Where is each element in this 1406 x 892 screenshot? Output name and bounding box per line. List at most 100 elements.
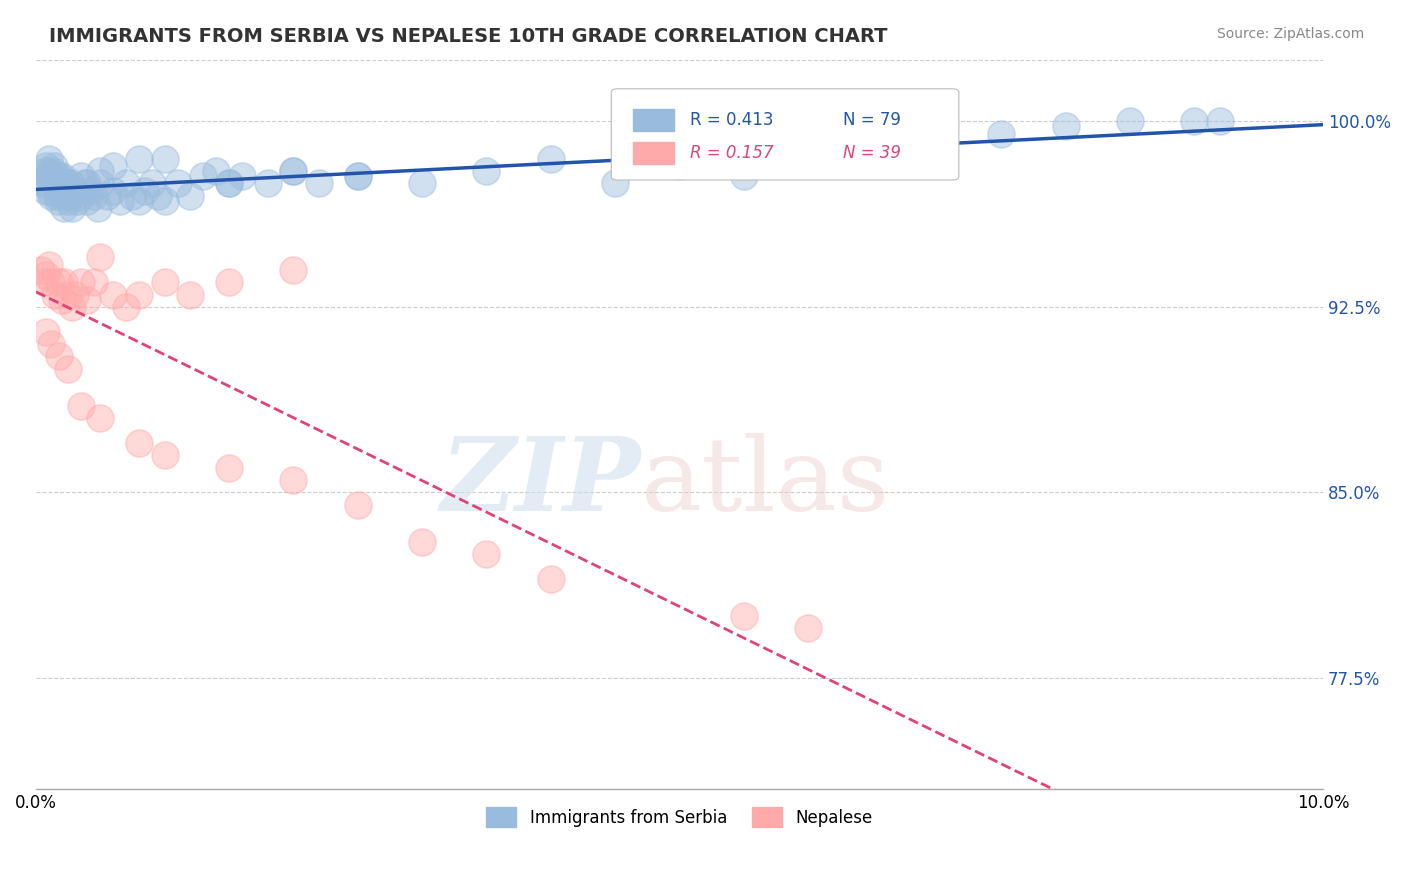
Point <box>141 176 163 190</box>
Point <box>49 184 72 198</box>
Point <box>153 448 176 462</box>
Point <box>925 139 948 153</box>
Point <box>231 169 253 183</box>
Point <box>73 176 96 190</box>
Point <box>346 498 368 512</box>
Point <box>540 152 562 166</box>
Text: Source: ZipAtlas.com: Source: ZipAtlas.com <box>1216 27 1364 41</box>
Point <box>1119 114 1142 128</box>
Point <box>121 188 143 202</box>
Point <box>35 268 58 282</box>
Point <box>475 164 498 178</box>
Point <box>308 176 330 190</box>
Point <box>128 194 150 208</box>
FancyBboxPatch shape <box>633 142 675 164</box>
Point <box>38 164 60 178</box>
Point <box>153 275 176 289</box>
Text: R = 0.413: R = 0.413 <box>690 112 773 129</box>
Point <box>38 152 60 166</box>
Point <box>153 194 176 208</box>
Point <box>51 169 73 183</box>
Point <box>48 275 70 289</box>
Point <box>96 188 118 202</box>
Point <box>115 176 138 190</box>
Point <box>35 184 58 198</box>
Point <box>283 473 305 487</box>
Point <box>63 184 86 198</box>
Point <box>733 169 755 183</box>
Point <box>89 164 111 178</box>
Point <box>55 184 77 198</box>
Point <box>108 194 131 208</box>
Point <box>134 184 156 198</box>
Point <box>58 188 80 202</box>
Point <box>89 251 111 265</box>
Point <box>56 176 79 190</box>
Point <box>44 176 66 190</box>
Point <box>218 460 240 475</box>
Point <box>56 188 79 202</box>
Point <box>101 287 124 301</box>
Point <box>66 194 89 208</box>
Point <box>411 535 433 549</box>
Point <box>128 436 150 450</box>
Point <box>34 164 56 178</box>
Point <box>60 300 83 314</box>
Point <box>797 622 820 636</box>
Point <box>59 176 82 190</box>
Point <box>46 194 69 208</box>
Point <box>101 184 124 198</box>
Point <box>475 547 498 561</box>
Point <box>411 176 433 190</box>
Point <box>70 399 93 413</box>
Point <box>32 176 55 190</box>
Point <box>56 361 79 376</box>
Point <box>128 287 150 301</box>
Point <box>56 194 79 208</box>
Point <box>89 411 111 425</box>
Point <box>605 176 627 190</box>
Point <box>1054 120 1077 134</box>
Point <box>39 184 62 198</box>
Point <box>35 159 58 173</box>
Point <box>540 572 562 586</box>
Point <box>193 169 215 183</box>
Point <box>63 287 86 301</box>
FancyBboxPatch shape <box>633 109 675 131</box>
Point <box>63 184 86 198</box>
Point <box>51 293 73 307</box>
Point <box>218 176 240 190</box>
Point <box>79 184 101 198</box>
Point <box>179 188 201 202</box>
Point <box>41 275 63 289</box>
Point <box>38 258 60 272</box>
Point <box>1209 114 1232 128</box>
Point <box>70 275 93 289</box>
Point <box>56 287 79 301</box>
Point <box>70 169 93 183</box>
Point <box>166 176 188 190</box>
Point <box>668 159 690 173</box>
Point <box>218 275 240 289</box>
Point <box>76 293 98 307</box>
Point <box>733 609 755 624</box>
Point <box>31 176 53 190</box>
Legend: Immigrants from Serbia, Nepalese: Immigrants from Serbia, Nepalese <box>478 798 882 836</box>
Point <box>44 287 66 301</box>
Text: N = 39: N = 39 <box>844 144 901 162</box>
Point <box>60 201 83 215</box>
Point <box>148 188 170 202</box>
Point <box>283 262 305 277</box>
Point <box>83 188 105 202</box>
Point <box>346 169 368 183</box>
Point <box>101 159 124 173</box>
Point <box>32 275 55 289</box>
FancyBboxPatch shape <box>612 89 959 180</box>
Point <box>153 152 176 166</box>
Point <box>283 164 305 178</box>
Point <box>41 164 63 178</box>
Point <box>76 176 98 190</box>
Text: atlas: atlas <box>641 434 890 533</box>
Point <box>48 350 70 364</box>
Point <box>45 188 67 202</box>
